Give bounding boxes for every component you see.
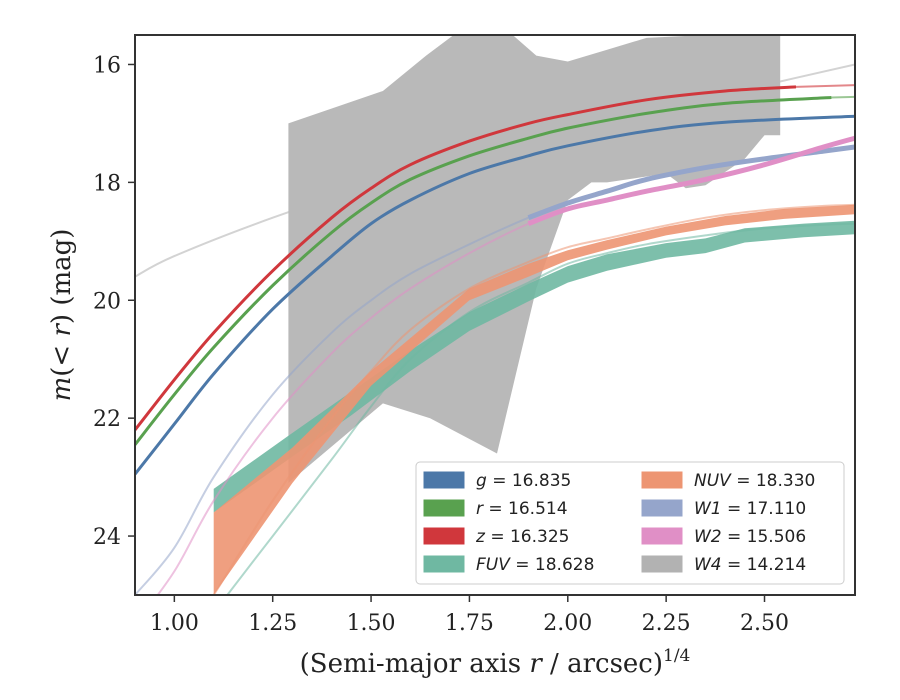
legend-label: FUV = 18.628 — [476, 555, 594, 575]
legend-label: z = 16.325 — [475, 527, 569, 547]
legend-swatch — [641, 499, 683, 517]
legend-label: W4 = 14.214 — [694, 555, 806, 575]
y-tick-label: 18 — [93, 171, 121, 196]
x-tick-label: 1.00 — [150, 611, 199, 636]
x-tick-label: 1.75 — [445, 611, 494, 636]
legend-label: r = 16.514 — [476, 499, 568, 519]
plot-area — [135, 35, 855, 595]
x-axis-label: (Semi-major axis r / arcsec)1/4 — [300, 646, 691, 679]
legend-label: g = 16.835 — [476, 471, 571, 491]
z-model-extension — [795, 84, 855, 88]
y-tick-label: 22 — [93, 407, 121, 432]
x-tick-label: 2.50 — [740, 611, 789, 636]
legend-swatch — [641, 527, 683, 545]
legend-swatch — [423, 471, 465, 489]
nuv-model-line — [212, 203, 855, 595]
axis-ticks: 1.00 1.25 1.50 1.75 2.00 2.25 2.50 16 18 20 22 24 — [93, 53, 789, 636]
fuv-model-line — [225, 222, 855, 595]
legend-swatch — [423, 499, 465, 517]
z-line — [135, 85, 797, 431]
nuv-band — [213, 204, 855, 595]
legend-box — [415, 461, 845, 585]
w2-data-line — [527, 135, 855, 226]
x-tick-label: 1.50 — [347, 611, 396, 636]
legend-swatch — [641, 555, 683, 573]
y-tick-label: 16 — [93, 53, 121, 78]
y-tick-label: 20 — [93, 289, 121, 314]
g-line — [135, 114, 855, 476]
w1-data-line — [527, 144, 855, 221]
legend-swatch — [641, 471, 683, 489]
legend-swatch — [423, 527, 465, 545]
y-tick-label: 24 — [93, 525, 121, 550]
x-tick-label: 1.25 — [248, 611, 297, 636]
x-tick-label: 2.25 — [642, 611, 691, 636]
plot-frame — [134, 34, 856, 596]
r-line — [135, 96, 832, 446]
y-axis-label: m(< r) (mag) — [47, 229, 77, 402]
legend-label: W2 = 15.506 — [694, 527, 806, 547]
legend-label: W1 = 17.110 — [694, 499, 806, 519]
x-tick-label: 2.00 — [543, 611, 592, 636]
r-model-extension — [831, 95, 855, 99]
legend-swatch — [423, 555, 465, 573]
legend-label: NUV = 18.330 — [694, 471, 815, 491]
legend: g = 16.835 r = 16.514 z = 16.325 FUV = 18.6… — [415, 461, 845, 585]
